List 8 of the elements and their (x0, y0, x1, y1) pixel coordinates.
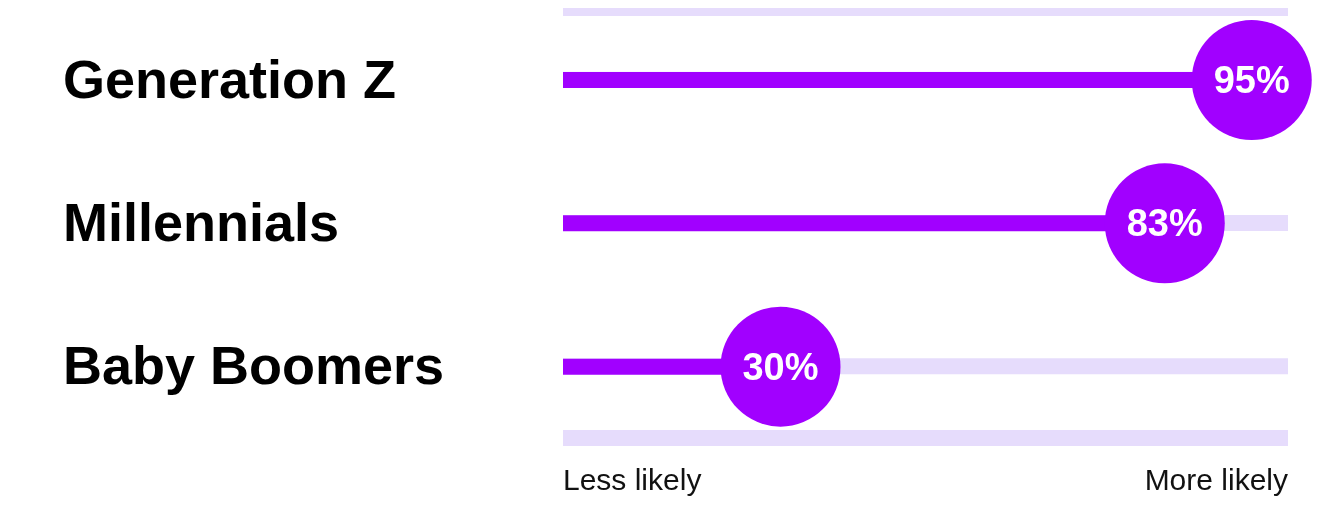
y-tick-label: Millennials (63, 192, 340, 252)
data-label: 30% (742, 345, 819, 388)
y-tick-label: Baby Boomers (63, 335, 445, 396)
data-label: 83% (1126, 202, 1203, 245)
text: More likely (1144, 463, 1288, 497)
text: Less likely (563, 463, 702, 497)
data-label: 95% (1213, 59, 1290, 101)
y-tick-label: Generation Z (63, 48, 397, 109)
